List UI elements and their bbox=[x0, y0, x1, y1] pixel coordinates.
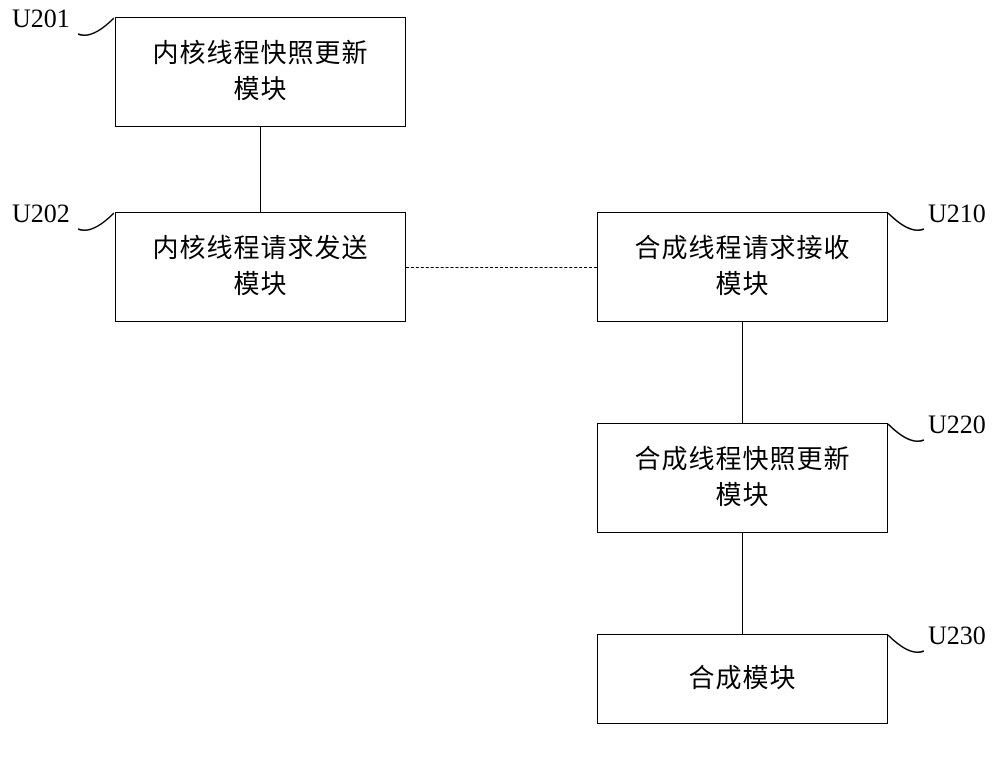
label-u210: U210 bbox=[928, 199, 986, 229]
box-u230-text: 合成模块 bbox=[688, 661, 796, 697]
connector-u210-u220 bbox=[742, 322, 743, 423]
box-u220-text: 合成线程快照更新 模块 bbox=[634, 442, 850, 515]
callout-u210 bbox=[888, 207, 924, 235]
label-u201: U201 bbox=[12, 4, 70, 34]
box-u201-text: 内核线程快照更新 模块 bbox=[152, 36, 368, 109]
callout-u220 bbox=[888, 418, 924, 446]
box-u202-text: 内核线程请求发送 模块 bbox=[152, 231, 368, 304]
box-u202: 内核线程请求发送 模块 bbox=[115, 212, 406, 322]
callout-u230 bbox=[888, 629, 924, 657]
label-u220: U220 bbox=[928, 410, 986, 440]
box-u210: 合成线程请求接收 模块 bbox=[597, 212, 888, 322]
callout-u202 bbox=[78, 207, 114, 235]
box-u210-text: 合成线程请求接收 模块 bbox=[634, 231, 850, 304]
box-u220: 合成线程快照更新 模块 bbox=[597, 423, 888, 533]
box-u201: 内核线程快照更新 模块 bbox=[115, 17, 406, 127]
callout-u201 bbox=[78, 12, 114, 40]
label-u230: U230 bbox=[928, 621, 986, 651]
diagram-canvas: 内核线程快照更新 模块 内核线程请求发送 模块 合成线程请求接收 模块 合成线程… bbox=[0, 0, 1000, 759]
connector-u220-u230 bbox=[742, 533, 743, 634]
label-u202: U202 bbox=[12, 199, 70, 229]
connector-u201-u202 bbox=[260, 127, 261, 212]
connector-u202-u210 bbox=[406, 267, 597, 268]
box-u230: 合成模块 bbox=[597, 634, 888, 724]
